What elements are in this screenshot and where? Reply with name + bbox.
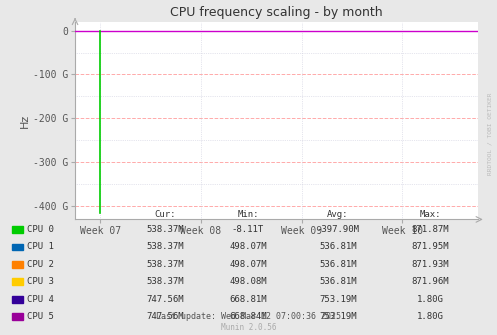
- Text: CPU 0: CPU 0: [27, 225, 54, 234]
- Text: Max:: Max:: [419, 210, 441, 219]
- Text: CPU 2: CPU 2: [27, 260, 54, 269]
- Text: 538.37M: 538.37M: [146, 260, 184, 269]
- Text: CPU 3: CPU 3: [27, 277, 54, 286]
- Text: 668.84M: 668.84M: [229, 312, 267, 321]
- Text: CPU 5: CPU 5: [27, 312, 54, 321]
- Text: Munin 2.0.56: Munin 2.0.56: [221, 323, 276, 332]
- Text: Last update: Wed Mar 12 07:00:36 2025: Last update: Wed Mar 12 07:00:36 2025: [156, 312, 341, 321]
- Text: 1.80G: 1.80G: [416, 295, 443, 304]
- Text: CPU 1: CPU 1: [27, 243, 54, 251]
- Text: 871.96M: 871.96M: [411, 277, 449, 286]
- Text: 498.07M: 498.07M: [229, 260, 267, 269]
- Text: 538.37M: 538.37M: [146, 277, 184, 286]
- Text: 753.19M: 753.19M: [319, 312, 357, 321]
- Text: 747.56M: 747.56M: [146, 295, 184, 304]
- Y-axis label: Hz: Hz: [20, 114, 30, 128]
- Text: 536.81M: 536.81M: [319, 243, 357, 251]
- Text: Avg:: Avg:: [327, 210, 349, 219]
- Text: RRDTOOL / TOBI OETIKER: RRDTOOL / TOBI OETIKER: [487, 93, 492, 175]
- Text: 871.95M: 871.95M: [411, 243, 449, 251]
- Text: 747.56M: 747.56M: [146, 312, 184, 321]
- Title: CPU frequency scaling - by month: CPU frequency scaling - by month: [170, 6, 383, 19]
- Text: -397.90M: -397.90M: [317, 225, 359, 234]
- Text: -8.11T: -8.11T: [232, 225, 264, 234]
- Text: 753.19M: 753.19M: [319, 295, 357, 304]
- Text: 538.37M: 538.37M: [146, 225, 184, 234]
- Text: 871.93M: 871.93M: [411, 260, 449, 269]
- Text: 668.81M: 668.81M: [229, 295, 267, 304]
- Text: 536.81M: 536.81M: [319, 277, 357, 286]
- Text: 536.81M: 536.81M: [319, 260, 357, 269]
- Text: 538.37M: 538.37M: [146, 243, 184, 251]
- Text: 1.80G: 1.80G: [416, 312, 443, 321]
- Text: 871.87M: 871.87M: [411, 225, 449, 234]
- Text: 498.07M: 498.07M: [229, 243, 267, 251]
- Text: Cur:: Cur:: [154, 210, 176, 219]
- Text: 498.08M: 498.08M: [229, 277, 267, 286]
- Text: CPU 4: CPU 4: [27, 295, 54, 304]
- Text: Min:: Min:: [237, 210, 259, 219]
